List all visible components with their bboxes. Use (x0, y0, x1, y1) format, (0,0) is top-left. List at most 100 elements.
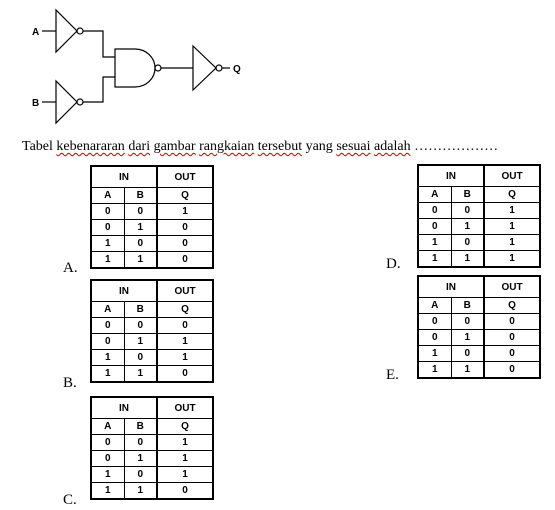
cell-b: 0 (123, 235, 158, 252)
word-misspelled: kebenararan (56, 139, 125, 154)
word: tersebut (257, 139, 303, 154)
nand-gate (114, 48, 156, 88)
cell-q: 0 (156, 365, 214, 383)
cell-a: 1 (90, 466, 125, 483)
cell-b: 0 (123, 317, 158, 334)
truth-table-option-c: IN OUT A B Q 0 0 1 0 1 1 1 0 1 1 1 0 (90, 396, 214, 500)
logic-circuit-diagram: A B Q (32, 8, 241, 125)
cell-q: 0 (156, 482, 214, 500)
cell-a: 1 (417, 234, 452, 251)
cell-q: 1 (156, 349, 214, 366)
out-header: OUT (156, 165, 214, 188)
header-row: IN OUT (90, 165, 214, 188)
col-a-header: A (90, 418, 125, 435)
word: rangkaian (199, 139, 255, 154)
cell-a: 0 (417, 218, 452, 235)
output-q-label: Q (233, 64, 241, 75)
header-row: IN OUT (417, 275, 541, 298)
option-b-label: B. (63, 375, 77, 391)
cell-a: 0 (417, 313, 452, 330)
cell-q: 1 (156, 203, 214, 220)
col-q-header: Q (156, 418, 214, 435)
in-header: IN (417, 275, 485, 298)
word: gambar (153, 139, 196, 154)
header-row: IN OUT (417, 164, 541, 187)
cell-b: 0 (450, 345, 485, 362)
cell-b: 1 (123, 219, 158, 236)
col-q-header: Q (483, 297, 541, 314)
cell-a: 1 (90, 482, 125, 500)
cell-b: 1 (123, 450, 158, 467)
cell-b: 1 (123, 365, 158, 383)
wire-a-to-nand (83, 30, 115, 58)
cell-q: 1 (483, 202, 541, 219)
truth-table-option-e: IN OUT A B Q 0 0 0 0 1 0 1 0 0 1 1 0 (417, 275, 541, 379)
cell-b: 0 (123, 349, 158, 366)
in-header: IN (90, 396, 158, 419)
out-header: OUT (483, 164, 541, 187)
cell-q: 1 (156, 466, 214, 483)
input-b-label: B (32, 98, 39, 109)
in-header: IN (90, 165, 158, 188)
out-header: OUT (483, 275, 541, 298)
col-b-header: B (450, 186, 485, 203)
col-q-header: Q (483, 186, 541, 203)
cell-b: 0 (123, 434, 158, 451)
cell-q: 0 (156, 317, 214, 334)
header-row: IN OUT (90, 396, 214, 419)
col-a-header: A (417, 297, 452, 314)
nand-gate-bubble (154, 64, 162, 72)
in-header: IN (90, 279, 158, 302)
col-q-header: Q (156, 187, 214, 204)
cell-q: 0 (483, 345, 541, 362)
truth-table-option-b: IN OUT A B Q 0 0 0 0 1 1 1 0 1 1 1 0 (90, 279, 214, 383)
not-gate-out-bubble (215, 64, 223, 72)
not-gate-b (55, 79, 78, 125)
input-a-label: A (32, 27, 39, 38)
cell-b: 0 (123, 203, 158, 220)
cell-b: 0 (123, 466, 158, 483)
cell-q: 1 (483, 234, 541, 251)
cell-a: 0 (90, 203, 125, 220)
option-d-label: D. (386, 256, 401, 272)
not-gate-a-bubble (76, 27, 84, 35)
cell-b: 0 (450, 202, 485, 219)
cell-a: 1 (90, 235, 125, 252)
cell-b: 1 (450, 329, 485, 346)
col-a-header: A (417, 186, 452, 203)
cell-a: 0 (90, 434, 125, 451)
cell-a: 1 (90, 365, 125, 383)
not-gate-out (192, 44, 217, 92)
word: Tabel (22, 139, 53, 154)
col-b-header: B (450, 297, 485, 314)
word: yang (305, 139, 333, 154)
col-b-header: B (123, 187, 158, 204)
cell-a: 0 (90, 450, 125, 467)
cell-a: 1 (417, 250, 452, 268)
in-header: IN (417, 164, 485, 187)
cell-q: 0 (483, 329, 541, 346)
cell-q: 0 (483, 361, 541, 379)
cell-q: 0 (156, 219, 214, 236)
cell-q: 1 (483, 250, 541, 268)
out-header: OUT (156, 396, 214, 419)
truth-table-option-a: IN OUT A B Q 0 0 1 0 1 0 1 0 0 1 1 0 (90, 165, 214, 269)
